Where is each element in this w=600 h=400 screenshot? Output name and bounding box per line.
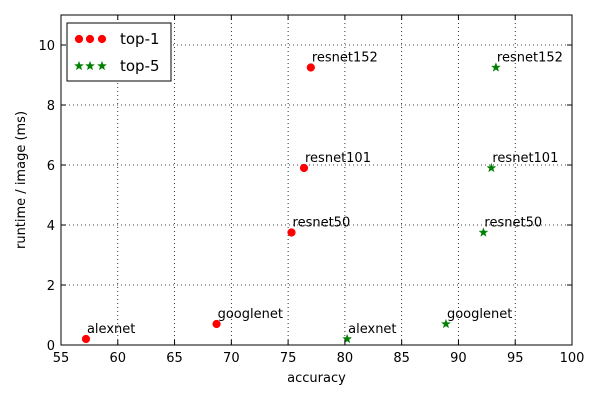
top-5-point-googlenet: [441, 318, 451, 329]
x-tick-label: 75: [280, 351, 297, 366]
top-5-point-resnet101: [486, 162, 497, 173]
x-tick-label: 55: [53, 351, 70, 366]
data-points: [81, 62, 501, 344]
x-tick-label: 90: [450, 351, 467, 366]
x-tick-label: 70: [223, 351, 240, 366]
top-5-point-label: resnet152: [497, 51, 563, 66]
y-tick-label: 6: [47, 159, 55, 174]
top-1-point-googlenet: [212, 319, 221, 329]
y-tick-label: 0: [47, 339, 55, 354]
legend-marker-top-5: [85, 60, 95, 71]
x-tick-label: 80: [337, 351, 354, 366]
top-5-point-resnet50: [478, 227, 489, 237]
top-1-point-label: resnet101: [305, 151, 371, 166]
legend-box: [66, 22, 172, 82]
top-5-point-label: resnet101: [492, 151, 558, 166]
top-5-point-label: alexnet: [348, 322, 396, 337]
top-1-point-label: resnet50: [293, 216, 351, 231]
y-tick-label: 4: [47, 219, 55, 234]
top-1-point-resnet50: [287, 228, 296, 237]
top-5-point-alexnet: [342, 333, 353, 344]
x-tick-label: 85: [393, 351, 410, 366]
tick-labels: 55 60 65 70 75 80 85 90 95 100 0 2 4 6 8 10: [38, 39, 584, 366]
axis-ticks: [60, 15, 573, 346]
top-1-point-alexnet: [81, 334, 91, 344]
top-1-point-resnet101: [299, 163, 309, 173]
top-1-point-label: googlenet: [218, 307, 283, 322]
y-tick-label: 2: [47, 279, 55, 294]
y-tick-label: 8: [47, 99, 55, 114]
x-tick-label: 100: [560, 351, 585, 366]
x-tick-label: 65: [166, 351, 183, 366]
x-tick-label: 60: [110, 351, 127, 366]
y-axis-label: runtime / image (ms): [14, 111, 29, 249]
legend-marker-top-5: [97, 60, 107, 71]
legend-marker-top-1: [74, 34, 84, 44]
top-1-point-label: resnet152: [312, 51, 378, 66]
plot-frame: [60, 14, 573, 346]
legend-label-top-5: top-5: [120, 57, 160, 75]
top-5-point-resnet152: [490, 62, 501, 72]
top-5-point-label: resnet50: [484, 216, 542, 231]
legend: top-1 top-5: [66, 22, 172, 82]
legend-label-top-1: top-1: [120, 30, 160, 48]
y-tick-label: 10: [38, 39, 55, 54]
point-labels: alexnet googlenet resnet50 resnet101 resnet1…: [87, 51, 563, 338]
x-tick-label: 95: [507, 351, 524, 366]
top-1-point-label: alexnet: [87, 322, 135, 337]
legend-marker-top-5: [74, 60, 84, 71]
x-axis-label: accuracy: [287, 371, 346, 386]
legend-marker-top-1: [85, 34, 95, 44]
legend-marker-top-1: [97, 34, 107, 44]
top-5-point-label: googlenet: [447, 307, 512, 322]
top-1-point-resnet152: [306, 63, 315, 72]
